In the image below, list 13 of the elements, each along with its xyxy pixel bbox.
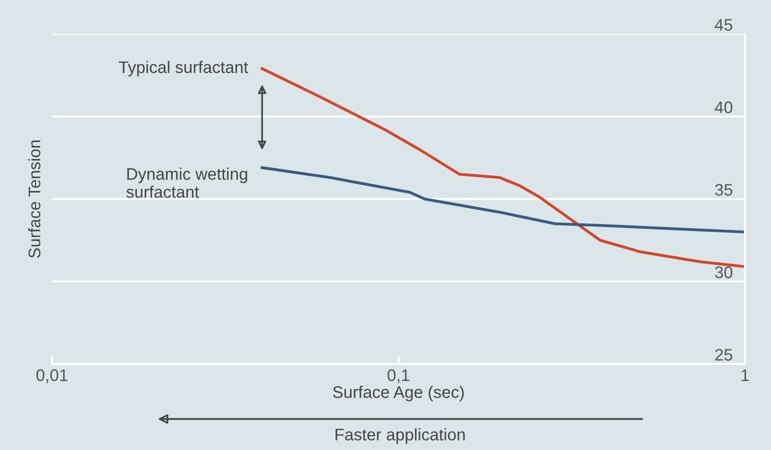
- series-label: Dynamic wetting surfactant: [126, 168, 248, 198]
- y-tick-label: 35: [715, 184, 732, 196]
- x-tick-label: 1: [742, 369, 749, 381]
- y-tick-label: 30: [715, 266, 732, 278]
- x-tick-label: 0,01: [36, 369, 68, 384]
- x-tick-label: 0,1: [388, 369, 410, 384]
- y-axis-title: Surface Tension: [28, 140, 40, 258]
- y-tick-label: 40: [714, 101, 732, 114]
- y-tick-label: 25: [715, 348, 732, 361]
- text: Faster application: [336, 428, 465, 444]
- series-label: Typical surfactant: [118, 60, 248, 76]
- y-tick-label: 45: [714, 19, 732, 31]
- x-axis-title: Surface Age (sec): [333, 386, 464, 402]
